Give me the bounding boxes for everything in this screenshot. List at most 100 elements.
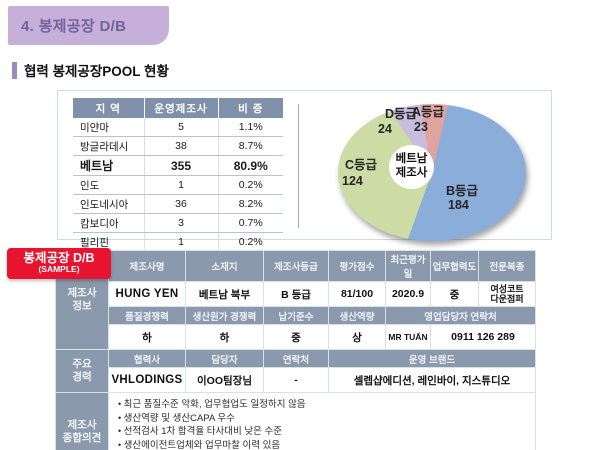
val-brands: 셀렙샵에디션, 레인바이, 지스튜디오 <box>329 368 535 392</box>
page-title: 4. 봉제공장 D/B <box>21 18 127 35</box>
val-delivery: 중 <box>264 325 328 349</box>
table-row: 방글라데시 38 8.7% <box>73 136 283 156</box>
section-title-text: 협력 봉제공장POOL 현황 <box>24 64 169 79</box>
cell-count: 38 <box>143 136 218 156</box>
cell-region: 베트남 <box>73 155 144 176</box>
section-accent-bar <box>12 61 17 79</box>
cell-region: 인도네시아 <box>73 194 144 214</box>
cell-share: 8.7% <box>217 136 283 156</box>
hdr-maker-name: 제조사명 <box>109 251 185 281</box>
cell-share: 0.2% <box>217 232 283 252</box>
cell-count: 1 <box>143 232 218 252</box>
table-row: 캄보디아 3 0.7% <box>73 213 283 233</box>
cell-share: 0.2% <box>217 175 283 195</box>
val-contact: - <box>264 368 328 392</box>
opinion-item: 생산역량 및 생산CAPA 우수 <box>118 412 529 426</box>
cell-share: 8.2% <box>217 194 283 214</box>
sample-badge: 봉제공장 D/B (SAMPLE) <box>7 248 111 279</box>
opinion-item: 선적검사 1차 합격율 타사대비 낮은 수준 <box>118 425 529 439</box>
val-contact-name: MR TUẤN <box>386 325 430 349</box>
detail-header-row-2: 품질경쟁력 생산원가 경쟁력 납기준수 생산역량 영업담당자 연락처 <box>56 307 535 324</box>
col-header-share: 비 중 <box>217 98 283 118</box>
pie-value-c: 124 <box>342 174 363 188</box>
hdr-location: 소재지 <box>186 251 263 281</box>
pie-value-a: 23 <box>414 120 428 134</box>
cell-region: 인도 <box>73 175 144 195</box>
pie-value-b: 184 <box>448 198 469 212</box>
cell-count: 36 <box>143 194 218 214</box>
table-row: 필리핀 1 0.2% <box>73 232 283 252</box>
hdr-eval-date: 최근평가일 <box>386 251 430 281</box>
detail-opinion-row: 제조사 종합의견 최근 품질수준 악화, 업무협업도 일정하지 않음 생산역량 … <box>56 393 535 450</box>
cell-region: 캄보디아 <box>73 213 144 233</box>
detail-header-row-3: 주요 경력 협력사 담당자 연락처 운영 브랜드 <box>56 350 535 392</box>
table-row: 미얀마 5 1.1% <box>73 118 283 137</box>
region-table: 지 역 운영제조사 비 중 미얀마 5 1.1% 방글라데시 38 8.7% 베… <box>73 98 283 252</box>
cell-share: 80.9% <box>217 155 283 176</box>
val-manager: 이OO팀장님 <box>186 368 263 392</box>
val-contact-phone: 0911 126 289 <box>431 325 535 349</box>
cell-region: 필리핀 <box>73 232 144 252</box>
hdr-delivery: 납기준수 <box>264 307 328 324</box>
hdr-sales-contact: 영업담당자 연락처 <box>386 307 535 324</box>
page-title-banner: 4. 봉제공장 D/B <box>8 6 169 45</box>
cell-region: 미얀마 <box>73 118 144 137</box>
val-quality: 하 <box>109 325 185 349</box>
pie-label-b: B등급 <box>446 184 479 198</box>
col-header-region: 지 역 <box>73 98 144 118</box>
cell-share: 1.1% <box>217 118 283 137</box>
factory-detail-table: 제조사 정보 제조사명 소재지 제조사등급 평가점수 최근평가일 업무협력도 전… <box>55 250 536 450</box>
val-specialty: 여성코트 다운점퍼 <box>479 282 535 306</box>
val-cost: 하 <box>186 325 263 349</box>
cell-region: 방글라데시 <box>73 136 144 156</box>
hdr-grade: 제조사등급 <box>264 251 328 281</box>
hdr-quality: 품질경쟁력 <box>109 307 185 324</box>
hdr-specialty: 전문복종 <box>479 251 535 281</box>
hdr-manager: 담당자 <box>186 350 263 367</box>
pie-label-d: D등급 <box>385 107 418 121</box>
region-table-header-row: 지 역 운영제조사 비 중 <box>73 98 283 118</box>
col-header-count: 운영제조사 <box>143 98 218 118</box>
val-grade: B 등급 <box>264 282 328 306</box>
pie-label-a: A등급 <box>412 105 445 119</box>
group-label-opinion: 제조사 종합의견 <box>56 393 108 450</box>
opinion-item: 최근 품질수준 악화, 업무협업도 일정하지 않음 <box>118 398 529 412</box>
table-row: 인도 1 0.2% <box>73 175 283 195</box>
cell-count: 1 <box>143 175 218 195</box>
table-row: 인도네시아 36 8.2% <box>73 194 283 214</box>
detail-value-row-3: VHLODINGS 이OO팀장님 - 셀렙샵에디션, 레인바이, 지스튜디오 <box>56 368 535 392</box>
pool-status-panel: 지 역 운영제조사 비 중 미얀마 5 1.1% 방글라데시 38 8.7% 베… <box>57 90 552 252</box>
hdr-brands: 운영 브랜드 <box>329 350 535 367</box>
cell-count: 3 <box>143 213 218 233</box>
cell-count: 5 <box>143 118 218 137</box>
val-score: 81/100 <box>329 282 385 306</box>
detail-value-row-1: HUNG YEN 베트남 북부 B 등급 81/100 2020.9 중 여성코… <box>56 282 535 306</box>
cell-count: 355 <box>143 155 218 176</box>
opinion-item: 생산에이전트업체와 업무마찰 이력 있음 <box>118 439 529 450</box>
hdr-cooperation: 업무협력도 <box>431 251 478 281</box>
sample-badge-subtitle: (SAMPLE) <box>38 264 80 275</box>
pie-center-label: 베트남 제조사 <box>389 145 434 189</box>
hdr-contact: 연락처 <box>264 350 328 367</box>
pie-label-c: C등급 <box>345 158 378 172</box>
hdr-cost: 생산원가 경쟁력 <box>186 307 263 324</box>
group-label-career: 주요 경력 <box>56 350 108 392</box>
val-capacity: 상 <box>329 325 385 349</box>
val-maker-name: HUNG YEN <box>109 282 185 306</box>
vertical-divider <box>298 104 299 228</box>
detail-value-row-2: 하 하 중 상 MR TUẤN 0911 126 289 <box>56 325 535 349</box>
cell-share: 0.7% <box>217 213 283 233</box>
val-partner: VHLODINGS <box>109 368 185 392</box>
val-cooperation: 중 <box>431 282 478 306</box>
table-row-vietnam: 베트남 355 80.9% <box>73 155 283 176</box>
hdr-partner: 협력사 <box>109 350 185 367</box>
sample-badge-title: 봉제공장 D/B <box>23 251 95 266</box>
hdr-score: 평가점수 <box>329 251 385 281</box>
opinion-cell: 최근 품질수준 악화, 업무협업도 일정하지 않음 생산역량 및 생산CAPA … <box>109 393 535 450</box>
detail-header-row-1: 제조사 정보 제조사명 소재지 제조사등급 평가점수 최근평가일 업무협력도 전… <box>56 251 535 349</box>
pie-value-d: 24 <box>378 122 392 136</box>
hdr-capacity: 생산역량 <box>329 307 385 324</box>
val-location: 베트남 북부 <box>186 282 263 306</box>
section-title: 협력 봉제공장POOL 현황 <box>12 60 169 80</box>
